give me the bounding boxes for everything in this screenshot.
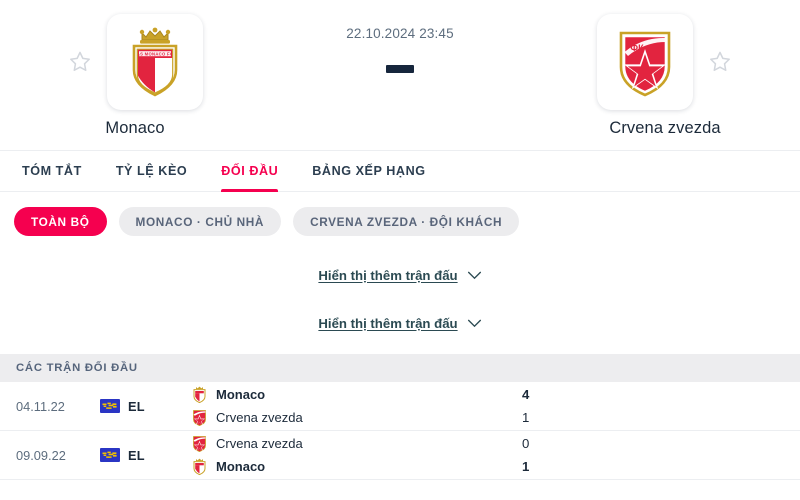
chevron-down-icon [467,319,481,327]
show-more-area: Hiển thị thêm trận đấu Hiển thị thêm trậ… [0,236,800,340]
away-score: 1 [522,459,530,474]
team-name: Crvena zvezda [216,410,303,425]
monaco-crest-icon [193,458,206,475]
score-placeholder-dash [386,65,414,73]
show-more-label-1: Hiển thị thêm trận đấu [318,267,458,283]
show-more-row-1: Hiển thị thêm trận đấu [0,258,800,292]
match-teams: Crvena zvezda Monaco [192,435,500,475]
home-score: 4 [522,387,530,402]
match-away-team: Monaco [192,458,500,475]
home-score: 0 [522,436,530,451]
tab-bang-xep-hang[interactable]: BẢNG XẾP HẠNG [312,164,426,178]
league-code: EL [128,398,145,414]
match-home-team: Crvena zvezda [192,435,500,452]
filter-chip-all[interactable]: TOÀN BỘ [14,207,107,236]
match-home-team: Monaco [192,386,500,403]
filter-chip-monaco-home[interactable]: MONACO · CHỦ NHÀ [118,207,282,236]
away-team-block: ФК Crvena zvezda [560,14,770,138]
show-more-row-2: Hiển thị thêm trận đấu [0,306,800,340]
league-cell: EL [100,399,192,414]
h2h-filter-chips: TOÀN BỘ MONACO · CHỦ NHÀ CRVENA ZVEZDA ·… [0,192,800,236]
svg-text:ФК: ФК [630,43,644,53]
crvena-zvezda-crest-icon: ФК [619,31,671,97]
away-team-crest: ФК [597,14,693,110]
match-teams: Monaco Crvena zvezda [192,386,500,426]
match-center-block: 22.10.2024 23:45 [285,14,515,73]
match-tabs: TÓM TẮT TỶ LỆ KÈO ĐỐI ĐẦU BẢNG XẾP HẠNG [0,150,800,192]
away-team-row: ФК [597,14,733,110]
home-favorite-star-icon[interactable] [67,49,93,75]
match-date: 09.09.22 [16,447,66,463]
table-row[interactable]: 09.09.22 EL Crvena zvezda [0,431,800,480]
monaco-crest-icon [193,386,206,403]
match-away-team: Crvena zvezda [192,409,500,426]
team-name: Crvena zvezda [216,436,303,451]
tab-tom-tat[interactable]: TÓM TẮT [22,164,82,178]
team-name: Monaco [216,387,266,402]
show-more-matches-button-1[interactable]: Hiển thị thêm trận đấu [318,268,481,283]
monaco-crest-icon: AS MONACO FC [132,27,178,97]
show-more-label-2: Hiển thị thêm trận đấu [318,315,458,331]
home-team-crest: AS MONACO FC [107,14,203,110]
filter-chip-crvena-zvezda-away[interactable]: CRVENA ZVEZDA · ĐỘI KHÁCH [293,207,520,236]
crvena-zvezda-crest-icon [193,436,206,452]
tab-ty-le-keo[interactable]: TỶ LỆ KÈO [115,164,188,178]
match-date: 04.11.22 [16,398,65,414]
home-team-block: AS MONACO FC Monaco [30,14,240,138]
europa-league-icon [100,448,120,462]
league-code: EL [128,447,145,463]
svg-text:AS MONACO FC: AS MONACO FC [137,51,173,56]
tab-doi-dau[interactable]: ĐỐI ĐẦU [221,150,279,192]
match-scores: 0 1 [500,435,800,475]
h2h-section-title: CÁC TRẬN ĐỐI ĐẦU [0,354,800,382]
match-header: AS MONACO FC Monaco 22.10.2024 23:45 [0,0,800,150]
table-row[interactable]: 04.11.22 EL Monaco [0,382,800,431]
crvena-zvezda-crest-icon [193,410,206,426]
match-scores: 4 1 [500,386,800,426]
show-more-matches-button-2[interactable]: Hiển thị thêm trận đấu [318,316,481,331]
away-favorite-star-icon[interactable] [707,49,733,75]
h2h-section: CÁC TRẬN ĐỐI ĐẦU 04.11.22 EL [0,354,800,480]
europa-league-icon [100,399,120,413]
home-team-row: AS MONACO FC [67,14,203,110]
team-name: Monaco [216,459,266,474]
away-score: 1 [522,410,530,425]
match-datetime: 22.10.2024 23:45 [346,26,454,41]
home-team-name: Monaco [105,119,165,137]
league-cell: EL [100,448,192,463]
away-team-name: Crvena zvezda [609,119,721,137]
chevron-down-icon [467,271,481,279]
